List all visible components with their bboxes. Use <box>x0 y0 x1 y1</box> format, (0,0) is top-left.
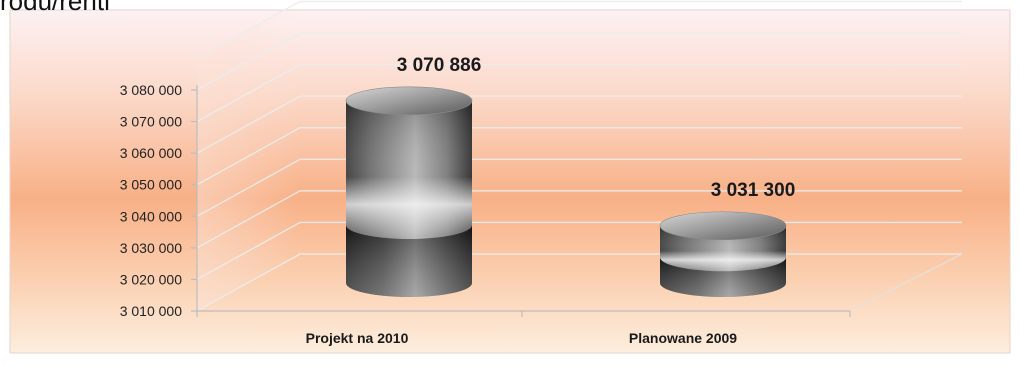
floor-edge <box>849 253 963 312</box>
y-tick-label: 3 030 000 <box>120 240 182 256</box>
y-tick-labels: 3 010 000 3 020 000 3 030 000 3 040 000 3 05… <box>120 82 182 319</box>
y-tick-label: 3 070 000 <box>120 114 182 130</box>
y-tick-label: 3 080 000 <box>120 82 182 98</box>
gridline <box>196 32 962 91</box>
y-tick-label: 3 050 000 <box>120 177 182 193</box>
data-label: 3 070 886 <box>397 55 482 76</box>
x-category-labels: Projekt na 2010 Planowane 2009 <box>306 330 738 346</box>
y-tick-label: 3 060 000 <box>120 145 182 161</box>
chart-background <box>9 9 1011 354</box>
y-tick-label: 3 010 000 <box>120 303 182 319</box>
data-label: 3 031 300 <box>711 180 796 201</box>
bar <box>659 211 787 297</box>
x-category-label: Planowane 2009 <box>629 330 737 346</box>
bar <box>345 86 473 297</box>
top-cut-text: rodu/rentl <box>0 0 110 16</box>
gridline <box>196 0 962 59</box>
bars <box>345 86 787 297</box>
x-category-label: Projekt na 2010 <box>306 330 409 346</box>
y-tick-label: 3 040 000 <box>120 208 182 224</box>
axes <box>191 85 963 317</box>
gridline <box>196 63 962 123</box>
data-labels: 3 070 886 3 031 300 <box>397 55 796 201</box>
y-tick-label: 3 020 000 <box>120 271 182 287</box>
